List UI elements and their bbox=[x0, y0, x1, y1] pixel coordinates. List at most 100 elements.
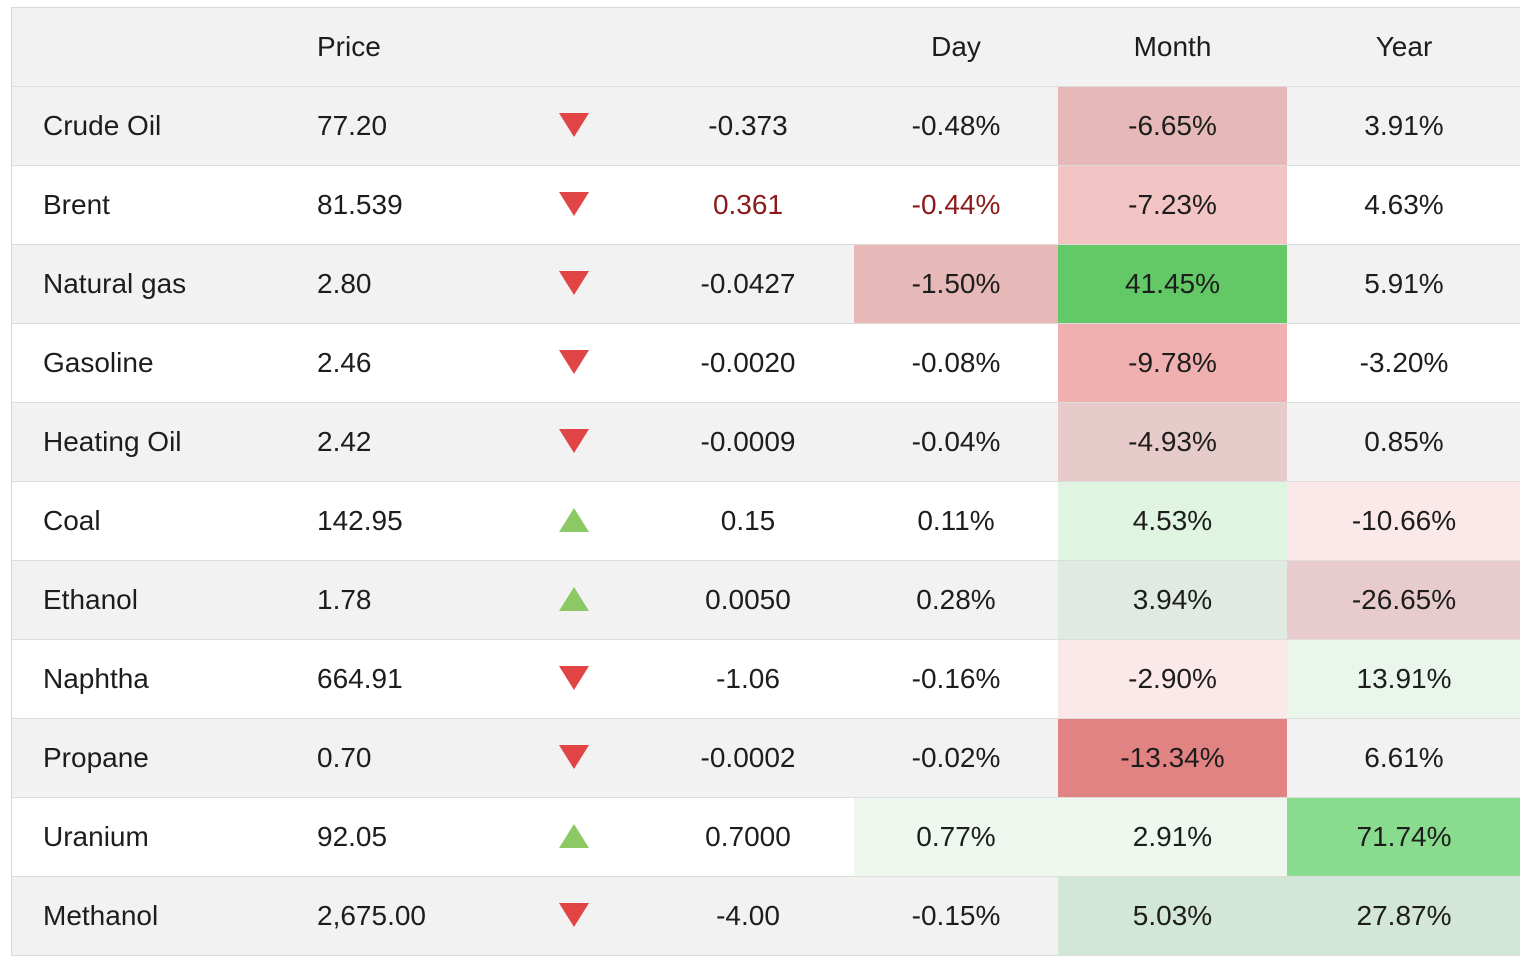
triangle-down-icon bbox=[558, 349, 589, 374]
change-cell: -1.06 bbox=[642, 639, 854, 719]
table-row[interactable]: Naphtha 664.91 -1.06 -0.16% -2.90% 13.91% bbox=[12, 639, 1520, 719]
commodity-name-link[interactable]: Heating Oil bbox=[12, 402, 305, 482]
direction-cell bbox=[505, 481, 642, 561]
price-cell: 92.05 bbox=[305, 797, 505, 877]
commodity-name-link[interactable]: Coal bbox=[12, 481, 305, 561]
direction-cell bbox=[505, 639, 642, 719]
commodity-name-link[interactable]: Gasoline bbox=[12, 323, 305, 403]
month-percent-cell: 3.94% bbox=[1058, 560, 1287, 640]
triangle-down-icon bbox=[558, 191, 589, 216]
day-percent-cell: 0.11% bbox=[854, 481, 1058, 561]
price-cell: 1.78 bbox=[305, 560, 505, 640]
commodities-table: Price Day Month Year Crude Oil 77.20 -0.37… bbox=[12, 8, 1520, 956]
triangle-down-icon bbox=[558, 270, 589, 295]
year-percent-cell: 4.63% bbox=[1287, 165, 1520, 245]
triangle-down-icon bbox=[558, 112, 589, 137]
triangle-up-icon bbox=[558, 507, 589, 532]
year-percent-cell: 0.85% bbox=[1287, 402, 1520, 482]
day-percent-cell: -0.48% bbox=[854, 86, 1058, 166]
commodity-name-link[interactable]: Methanol bbox=[12, 876, 305, 956]
table-body: Crude Oil 77.20 -0.373 -0.48% -6.65% 3.91% Bre… bbox=[12, 86, 1520, 956]
price-cell: 142.95 bbox=[305, 481, 505, 561]
header-arrow bbox=[505, 8, 642, 87]
table-row[interactable]: Gasoline 2.46 -0.0020 -0.08% -9.78% -3.20% bbox=[12, 323, 1520, 403]
triangle-up-icon bbox=[558, 823, 589, 848]
year-percent-cell: -3.20% bbox=[1287, 323, 1520, 403]
year-percent-cell: 5.91% bbox=[1287, 244, 1520, 324]
day-percent-cell: 0.28% bbox=[854, 560, 1058, 640]
change-cell: 0.15 bbox=[642, 481, 854, 561]
month-percent-cell: -9.78% bbox=[1058, 323, 1287, 403]
change-cell: -4.00 bbox=[642, 876, 854, 956]
year-percent-cell: -10.66% bbox=[1287, 481, 1520, 561]
month-percent-cell: 5.03% bbox=[1058, 876, 1287, 956]
direction-cell bbox=[505, 876, 642, 956]
table-header-row: Price Day Month Year bbox=[12, 8, 1520, 87]
header-year[interactable]: Year bbox=[1287, 8, 1520, 87]
month-percent-cell: 41.45% bbox=[1058, 244, 1287, 324]
day-percent-cell: 0.77% bbox=[854, 797, 1058, 877]
year-percent-cell: 6.61% bbox=[1287, 718, 1520, 798]
table-row[interactable]: Propane 0.70 -0.0002 -0.02% -13.34% 6.61% bbox=[12, 718, 1520, 798]
header-price[interactable]: Price bbox=[305, 8, 505, 87]
commodity-name-link[interactable]: Naphtha bbox=[12, 639, 305, 719]
day-percent-cell: -0.02% bbox=[854, 718, 1058, 798]
price-cell: 0.70 bbox=[305, 718, 505, 798]
month-percent-cell: 2.91% bbox=[1058, 797, 1287, 877]
change-cell: -0.0002 bbox=[642, 718, 854, 798]
direction-cell bbox=[505, 797, 642, 877]
month-percent-cell: -4.93% bbox=[1058, 402, 1287, 482]
price-cell: 81.539 bbox=[305, 165, 505, 245]
commodities-table-container: Price Day Month Year Crude Oil 77.20 -0.37… bbox=[11, 7, 1520, 956]
direction-cell bbox=[505, 560, 642, 640]
day-percent-cell: -0.04% bbox=[854, 402, 1058, 482]
price-cell: 2.42 bbox=[305, 402, 505, 482]
header-change bbox=[642, 8, 854, 87]
direction-cell bbox=[505, 165, 642, 245]
month-percent-cell: -13.34% bbox=[1058, 718, 1287, 798]
change-cell: -0.0020 bbox=[642, 323, 854, 403]
change-cell: -0.373 bbox=[642, 86, 854, 166]
direction-cell bbox=[505, 244, 642, 324]
month-percent-cell: -7.23% bbox=[1058, 165, 1287, 245]
day-percent-cell: -1.50% bbox=[854, 244, 1058, 324]
header-name bbox=[12, 8, 305, 87]
table-row[interactable]: Coal 142.95 0.15 0.11% 4.53% -10.66% bbox=[12, 481, 1520, 561]
price-cell: 664.91 bbox=[305, 639, 505, 719]
commodity-name-link[interactable]: Propane bbox=[12, 718, 305, 798]
year-percent-cell: -26.65% bbox=[1287, 560, 1520, 640]
triangle-down-icon bbox=[558, 428, 589, 453]
table-row[interactable]: Methanol 2,675.00 -4.00 -0.15% 5.03% 27.87% bbox=[12, 876, 1520, 956]
day-percent-cell: -0.16% bbox=[854, 639, 1058, 719]
table-row[interactable]: Uranium 92.05 0.7000 0.77% 2.91% 71.74% bbox=[12, 797, 1520, 877]
direction-cell bbox=[505, 86, 642, 166]
table-row[interactable]: Crude Oil 77.20 -0.373 -0.48% -6.65% 3.91% bbox=[12, 86, 1520, 166]
day-percent-cell: -0.44% bbox=[854, 165, 1058, 245]
commodity-name-link[interactable]: Brent bbox=[12, 165, 305, 245]
table-row[interactable]: Heating Oil 2.42 -0.0009 -0.04% -4.93% 0.85% bbox=[12, 402, 1520, 482]
triangle-down-icon bbox=[558, 665, 589, 690]
commodity-name-link[interactable]: Natural gas bbox=[12, 244, 305, 324]
day-percent-cell: -0.15% bbox=[854, 876, 1058, 956]
table-row[interactable]: Brent 81.539 0.361 -0.44% -7.23% 4.63% bbox=[12, 165, 1520, 245]
commodity-name-link[interactable]: Crude Oil bbox=[12, 86, 305, 166]
commodity-name-link[interactable]: Ethanol bbox=[12, 560, 305, 640]
year-percent-cell: 27.87% bbox=[1287, 876, 1520, 956]
header-day[interactable]: Day bbox=[854, 8, 1058, 87]
direction-cell bbox=[505, 718, 642, 798]
table-row[interactable]: Natural gas 2.80 -0.0427 -1.50% 41.45% 5.91% bbox=[12, 244, 1520, 324]
month-percent-cell: -2.90% bbox=[1058, 639, 1287, 719]
triangle-down-icon bbox=[558, 902, 589, 927]
triangle-down-icon bbox=[558, 744, 589, 769]
table-row[interactable]: Ethanol 1.78 0.0050 0.28% 3.94% -26.65% bbox=[12, 560, 1520, 640]
change-cell: -0.0009 bbox=[642, 402, 854, 482]
month-percent-cell: 4.53% bbox=[1058, 481, 1287, 561]
price-cell: 2,675.00 bbox=[305, 876, 505, 956]
price-cell: 77.20 bbox=[305, 86, 505, 166]
change-cell: 0.361 bbox=[642, 165, 854, 245]
month-percent-cell: -6.65% bbox=[1058, 86, 1287, 166]
header-month[interactable]: Month bbox=[1058, 8, 1287, 87]
change-cell: 0.0050 bbox=[642, 560, 854, 640]
commodity-name-link[interactable]: Uranium bbox=[12, 797, 305, 877]
price-cell: 2.46 bbox=[305, 323, 505, 403]
